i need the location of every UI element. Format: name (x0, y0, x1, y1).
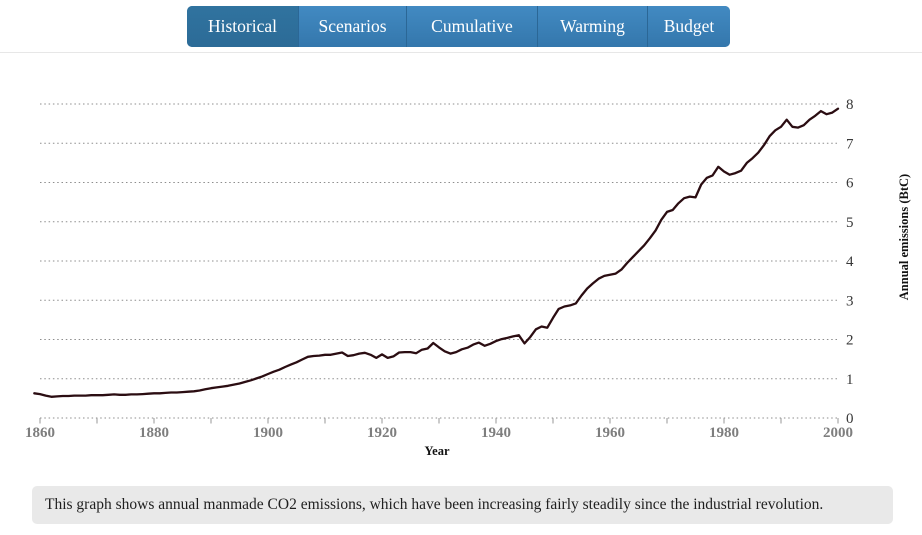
x-tick-label: 1980 (709, 425, 739, 441)
chart-tab-bar: Historical Scenarios Cumulative Warming … (187, 6, 730, 47)
y-tick-label: 2 (846, 333, 854, 349)
y-tick-label: 6 (846, 176, 854, 192)
tab-scenarios[interactable]: Scenarios (298, 6, 406, 47)
x-tick-label: 1860 (25, 425, 55, 441)
x-tick-label: 1960 (595, 425, 625, 441)
tab-cumulative[interactable]: Cumulative (406, 6, 537, 47)
x-tick-label: 1940 (481, 425, 511, 441)
header-divider (0, 52, 922, 53)
x-tick-label: 2000 (823, 425, 853, 441)
emissions-line (33, 107, 840, 398)
y-tick-label: 0 (846, 411, 854, 427)
x-tick-label: 1880 (139, 425, 169, 441)
x-tick-label: 1900 (253, 425, 283, 441)
y-axis-title: Annual emissions (BtC) (897, 174, 911, 300)
y-tick-label: 3 (846, 293, 854, 309)
y-tick-label: 5 (846, 215, 854, 231)
y-tick-label: 8 (846, 97, 854, 113)
tab-historical[interactable]: Historical (187, 6, 298, 47)
y-tick-label: 4 (846, 254, 854, 270)
tab-warming[interactable]: Warming (537, 6, 647, 47)
x-tick-label: 1920 (367, 425, 397, 441)
x-axis-title: Year (425, 444, 450, 458)
y-tick-label: 1 (846, 372, 854, 388)
tab-budget[interactable]: Budget (647, 6, 730, 47)
y-tick-label: 7 (846, 136, 854, 152)
chart-caption: This graph shows annual manmade CO2 emis… (32, 486, 893, 524)
